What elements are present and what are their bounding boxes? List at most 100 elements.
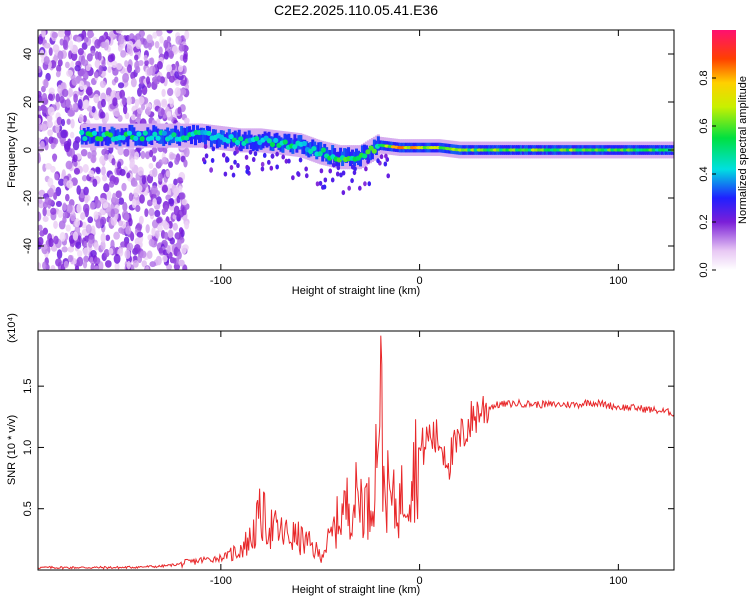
spectrogram-noise-mark (136, 231, 144, 238)
spectrogram-scatter-mark (270, 153, 275, 159)
spectrogram-noise-mark (110, 208, 115, 218)
spectrogram-noise-mark (166, 244, 171, 254)
spectrogram-noise-mark (114, 262, 120, 270)
spectrogram-noise-mark (62, 202, 67, 211)
spectrogram-band-mark (235, 132, 239, 147)
chart-title: C2E2.2025.110.05.41.E36 (274, 2, 438, 18)
spectrogram-noise-mark (136, 107, 143, 114)
spectrogram-noise-mark (136, 222, 143, 231)
spectrogram-noise-mark (53, 235, 59, 245)
spectrogram-noise-mark (94, 50, 100, 61)
snr-y-label: SNR (10 * v/v) (6, 415, 18, 485)
spectrogram-noise-mark (123, 148, 130, 157)
spectrogram-noise-mark (88, 170, 95, 178)
spectrogram-core-mark (91, 130, 98, 136)
spectrogram-noise-mark (116, 62, 123, 71)
spectrogram-noise-mark (152, 167, 158, 178)
spectrogram-noise-mark (138, 96, 145, 105)
spectrogram-noise-mark (50, 165, 56, 173)
spectrogram-y-tick-label: -40 (22, 238, 34, 254)
spectrogram-band-mark (144, 131, 148, 147)
snr-x-tick-label: -100 (210, 575, 232, 587)
spectrogram-noise-mark (107, 65, 112, 74)
spectrogram-noise-mark (110, 239, 115, 250)
spectrogram-noise-mark (173, 262, 181, 270)
spectrogram-noise-mark (184, 30, 190, 40)
spectrogram-noise-mark (175, 35, 182, 45)
spectrogram-noise-mark (101, 166, 106, 176)
spectrogram-noise-mark (149, 149, 154, 158)
spectrogram-scatter-mark (339, 172, 343, 178)
spectrogram-scatter-mark (352, 170, 357, 176)
spectrogram-noise-mark (115, 190, 122, 199)
spectrogram-scatter-mark (328, 168, 333, 174)
spectrogram-band-mark (229, 133, 233, 148)
spectrogram-noise-mark (168, 161, 174, 169)
spectrogram-core-mark (155, 135, 161, 141)
snr-y-tick-label: 0.5 (22, 501, 34, 516)
spectrogram-panel: -100 0 100 -40 -20 0 20 40 Height of straight l… (6, 29, 675, 297)
spectrogram-noise-mark (80, 212, 86, 220)
spectrogram-core-mark (269, 141, 276, 148)
spectrogram-noise-mark (159, 35, 164, 44)
spectrogram-noise-mark (115, 30, 123, 34)
spectrogram-noise-mark (94, 59, 101, 69)
spectrogram-noise-mark (141, 175, 147, 185)
spectrogram-scatter-mark (379, 154, 384, 160)
spectrogram-core-mark (120, 135, 126, 141)
spectrogram-band-mark (190, 129, 194, 145)
spectrogram-noise-mark (93, 257, 101, 265)
spectrogram-y-tick-label: 0 (22, 147, 34, 153)
spectrogram-noise-mark (41, 243, 48, 250)
spectrogram-scatter-mark (275, 164, 279, 170)
spectrogram-noise-mark (52, 44, 60, 53)
spectrogram-noise-mark (156, 196, 162, 205)
spectrogram-scatter-mark (296, 171, 300, 177)
spectrogram-noise-mark (69, 131, 75, 139)
spectrogram-noise-mark (55, 93, 60, 103)
spectrogram-noise-mark (71, 77, 79, 86)
spectrogram-marks (38, 30, 674, 270)
spectrogram-noise-mark (93, 113, 100, 121)
snr-y-tick-label: 1.5 (22, 379, 34, 394)
spectrogram-noise-mark (155, 255, 162, 266)
spectrogram-core-mark (161, 130, 168, 136)
spectrogram-noise-mark (161, 100, 168, 108)
spectrogram-noise-mark (122, 201, 128, 212)
spectrogram-noise-mark (118, 227, 125, 234)
spectrogram-noise-mark (42, 105, 48, 114)
spectrogram-noise-mark (80, 149, 88, 157)
spectrogram-band-mark (251, 136, 255, 152)
spectrogram-noise-mark (118, 34, 125, 45)
spectrogram-band-mark (247, 130, 251, 145)
spectrogram-noise-mark (81, 59, 89, 67)
spectrogram-noise-mark (148, 66, 153, 76)
spectrogram-noise-mark (119, 168, 126, 176)
spectrogram-noise-mark (149, 261, 157, 268)
spectrogram-noise-mark (108, 248, 114, 255)
spectrogram-noise-mark (113, 176, 119, 186)
spectrogram-band-mark (360, 145, 364, 160)
spectrogram-noise-mark (76, 256, 84, 267)
spectrogram-noise-mark (121, 182, 127, 192)
spectrogram-noise-mark (154, 209, 161, 218)
spectrogram-noise-mark (74, 265, 80, 270)
spectrogram-noise-mark (154, 230, 160, 239)
spectrogram-scatter-mark (267, 159, 271, 165)
spectrogram-noise-mark (112, 192, 117, 203)
spectrogram-noise-mark (181, 198, 188, 206)
spectrogram-noise-mark (114, 110, 120, 117)
spectrogram-noise-mark (126, 242, 134, 251)
spectrogram-noise-mark (105, 260, 112, 268)
spectrogram-noise-mark (47, 93, 54, 101)
spectrogram-noise-mark (53, 138, 59, 145)
spectrogram-noise-mark (100, 232, 106, 243)
spectrogram-noise-mark (166, 263, 173, 270)
spectrogram-noise-mark (82, 115, 87, 123)
spectrogram-scatter-mark (330, 177, 335, 183)
spectrogram-noise-mark (152, 31, 158, 39)
spectrogram-noise-mark (55, 258, 62, 267)
spectrogram-noise-mark (125, 225, 132, 235)
spectrogram-noise-mark (105, 234, 111, 241)
spectrogram-band-mark (126, 131, 130, 147)
